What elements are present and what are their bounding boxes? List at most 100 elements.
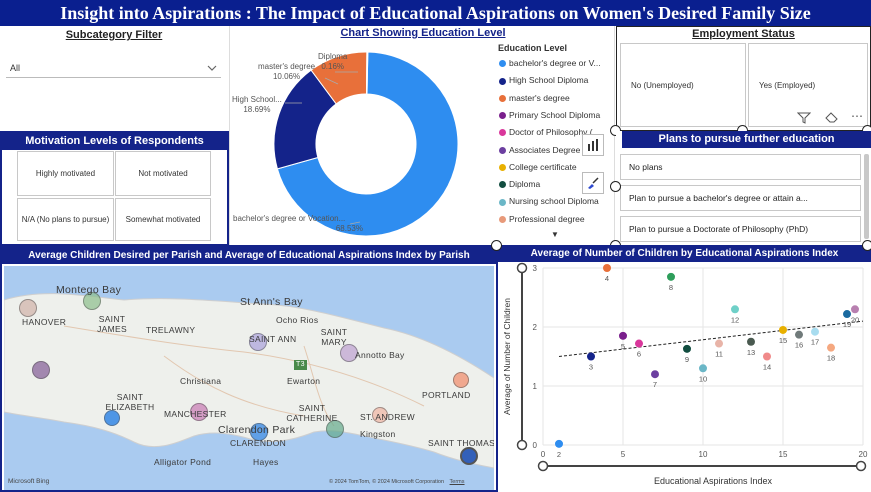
resize-handle[interactable]: [610, 125, 621, 136]
x-zoom-handle[interactable]: [537, 460, 549, 472]
x-tick-label: 5: [621, 450, 626, 459]
scatter-point[interactable]: [795, 330, 803, 339]
motivation-tile-somewhat[interactable]: Somewhat motivated: [115, 198, 211, 241]
map-bubble-hanover[interactable]: [83, 292, 101, 310]
map-label-clarendon-park: Clarendon Park: [218, 424, 296, 436]
scatter-point[interactable]: [555, 439, 563, 448]
map-bubble-st-mary[interactable]: [340, 344, 358, 362]
legend-color-dot: [499, 215, 506, 223]
y-zoom-handle[interactable]: [516, 262, 528, 274]
scatter-point[interactable]: [747, 337, 755, 346]
subcategory-dropdown-value: All: [10, 63, 21, 73]
x-tick-label: 0: [541, 450, 546, 459]
map-bubble-st-thomas[interactable]: [460, 447, 478, 465]
jamaica-map[interactable]: Montego Bay HANOVER SAINT JAMES TRELAWNY…: [4, 266, 494, 490]
map-bubble-portland[interactable]: [453, 372, 469, 388]
map-label-st-james: SAINT JAMES: [97, 314, 127, 334]
map-bubble-st-catherine[interactable]: [326, 420, 344, 438]
map-bubble-clarendon[interactable]: [250, 423, 268, 441]
employment-tile-unemployed[interactable]: No (Unemployed): [620, 43, 746, 127]
eraser-icon[interactable]: [825, 112, 839, 124]
plans-item-no-plans[interactable]: No plans: [620, 154, 861, 180]
map-label-st-andrew: ST. ANDREW: [360, 412, 415, 422]
legend-item[interactable]: Nursing school Diploma: [499, 196, 599, 206]
more-options-icon[interactable]: ⋯: [851, 109, 863, 123]
legend-color-dot: [499, 164, 506, 172]
donut-label-diploma: Diploma 0.16%: [318, 52, 347, 72]
scatter-point-label: 13: [747, 348, 755, 357]
map-label-st-anns-bay: St Ann's Bay: [240, 296, 303, 308]
y-tick-label: 0: [533, 441, 538, 450]
y-zoom-handle[interactable]: [516, 439, 528, 451]
donut-label-masters: master's degree 10.06%: [258, 62, 315, 82]
legend-item[interactable]: master's degree: [499, 93, 570, 103]
map-bubble-westmoreland[interactable]: [19, 299, 37, 317]
scatter-point-label: 2: [557, 450, 561, 459]
filter-icon[interactable]: [797, 112, 811, 124]
legend-item[interactable]: bachelor's degree or V...: [499, 58, 601, 68]
legend-item[interactable]: Professional degree: [499, 214, 585, 224]
drill-chart-button[interactable]: [582, 134, 604, 156]
map-copyright-text: © 2024 TomTom, © 2024 Microsoft Corporat…: [329, 479, 445, 485]
scatter-point-label: 20: [851, 315, 859, 324]
map-label-ewarton: Ewarton: [287, 376, 321, 386]
legend-item[interactable]: High School Diploma: [499, 75, 588, 85]
plans-item-phd[interactable]: Plan to pursue a Doctorate of Philosophy…: [620, 216, 861, 242]
scatter-point[interactable]: [763, 352, 771, 361]
scatter-point[interactable]: [843, 310, 851, 319]
legend-item[interactable]: Primary School Diploma: [499, 110, 600, 120]
legend-item[interactable]: Doctor of Philosophy (...: [499, 127, 600, 137]
scatter-point[interactable]: [715, 339, 723, 348]
scatter-point[interactable]: [811, 327, 819, 336]
legend-color-dot: [499, 146, 506, 154]
resize-handle[interactable]: [491, 240, 502, 251]
legend-item[interactable]: College certificate: [499, 162, 577, 172]
plans-scrollbar[interactable]: [864, 154, 869, 239]
scatter-point[interactable]: [651, 370, 659, 379]
map-label-st-ann: SAINT ANN: [249, 334, 297, 344]
motivation-tile-highly[interactable]: Highly motivated: [17, 151, 114, 196]
format-brush-button[interactable]: [582, 172, 604, 194]
subcategory-dropdown[interactable]: All: [6, 60, 221, 78]
map-bubble-st-elizabeth[interactable]: [104, 410, 120, 426]
legend-item[interactable]: Diploma: [499, 179, 540, 189]
trend-line: [558, 320, 864, 357]
x-zoom-handle[interactable]: [855, 460, 867, 472]
donut-slice[interactable]: [365, 51, 369, 95]
bing-logo: Microsoft Bing: [8, 478, 50, 485]
donut-label-hs-pct: 18.69%: [243, 105, 271, 114]
resize-handle[interactable]: [862, 240, 871, 251]
scatter-point[interactable]: [699, 364, 707, 373]
map-terms-link[interactable]: Terms: [449, 479, 465, 485]
map-bubble-manchester[interactable]: [190, 403, 208, 421]
legend-scroll-down-icon[interactable]: ▼: [551, 230, 559, 239]
legend-item[interactable]: Associates Degree: [499, 145, 580, 155]
education-donut-chart: [273, 51, 459, 237]
subcategory-filter-panel: Subcategory Filter All: [0, 26, 228, 130]
subcategory-filter-heading: Subcategory Filter: [65, 29, 163, 41]
plans-item-bachelors[interactable]: Plan to pursue a bachelor's degree or at…: [620, 185, 861, 211]
scatter-point[interactable]: [851, 305, 859, 314]
scatter-point[interactable]: [587, 352, 595, 361]
scatter-point[interactable]: [827, 343, 835, 352]
motivation-tile-not[interactable]: Not motivated: [115, 151, 211, 196]
map-label-st-mary: SAINT MARY: [320, 327, 348, 347]
scatter-point[interactable]: [667, 272, 675, 281]
map-bubble-st-ann[interactable]: [249, 333, 267, 351]
donut-slice[interactable]: [276, 51, 459, 237]
donut-label-masters-pct: 10.06%: [272, 72, 301, 81]
map-bubble-westmoreland-purple[interactable]: [32, 361, 50, 379]
donut-heading: Chart Showing Education Level: [340, 27, 506, 39]
scatter-point-label: 15: [779, 336, 787, 345]
motivation-tile-na[interactable]: N/A (No plans to pursue): [17, 198, 114, 241]
map-bubble-st-andrew[interactable]: [372, 407, 388, 423]
scatter-point[interactable]: [619, 331, 627, 340]
scatter-point[interactable]: [731, 305, 739, 314]
resize-handle[interactable]: [610, 181, 621, 192]
scatter-point[interactable]: [683, 344, 691, 353]
legend-color-dot: [499, 129, 506, 137]
scatter-point[interactable]: [779, 325, 787, 334]
scatter-point[interactable]: [603, 264, 611, 272]
scatter-point[interactable]: [635, 339, 643, 348]
legend-color-dot: [499, 60, 506, 68]
